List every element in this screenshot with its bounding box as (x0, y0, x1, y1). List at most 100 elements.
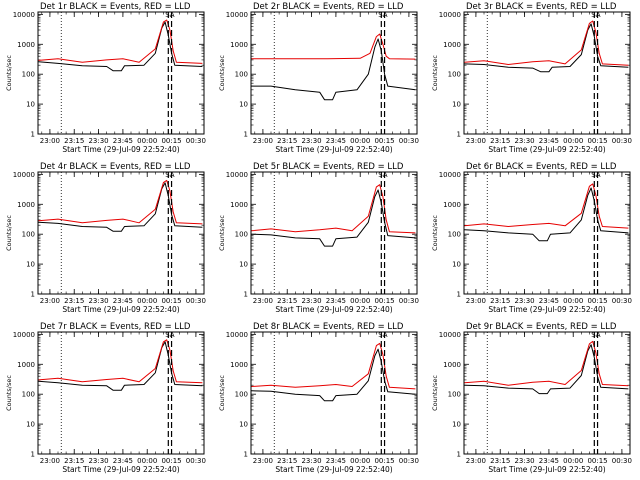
detector-chart-2: Det 2r BLACK = Events, RED = LLD 1 10 100 10… (213, 0, 426, 160)
events-series-line (251, 348, 416, 402)
x-tick-label: 00:30 (186, 457, 206, 465)
y-axis-label: Counts/sec (218, 55, 226, 91)
x-tick-label: 00:00 (137, 137, 157, 145)
y-tick-label: 10000 (439, 171, 461, 179)
y-tick-label: 1000 (17, 201, 35, 209)
saa-marker-label: SA (378, 331, 388, 339)
y-tick-label: 1000 (443, 41, 461, 49)
saa-marker-label: SA (591, 171, 601, 179)
y-tick-label: 100 (448, 391, 461, 399)
x-tick-label: 23:30 (88, 457, 108, 465)
detector-chart-9: Det 9r BLACK = Events, RED = LLD 1 10 100 10… (426, 320, 639, 480)
x-tick-label: 23:30 (301, 297, 321, 305)
y-tick-label: 10 (26, 421, 35, 429)
y-tick-label: 10000 (226, 171, 248, 179)
y-tick-label: 10 (26, 101, 35, 109)
x-tick-label: 23:45 (326, 137, 346, 145)
x-tick-label: 00:30 (612, 457, 632, 465)
y-axis-label: Counts/sec (5, 55, 13, 91)
y-tick-label: 1000 (230, 41, 248, 49)
chart-title: Det 5r BLACK = Events, RED = LLD (253, 162, 404, 172)
chart-svg: Det 8r BLACK = Events, RED = LLD 1 10 100 10… (218, 322, 419, 474)
detector-chart-3: Det 3r BLACK = Events, RED = LLD 1 10 100 10… (426, 0, 639, 160)
y-tick-label: 1 (457, 291, 461, 299)
x-axis-label: Start Time (29-Jul-09 22:52:40) (62, 305, 179, 314)
plot-frame (250, 11, 418, 135)
events-series-line (251, 38, 416, 101)
x-tick-label: 00:30 (186, 297, 206, 305)
x-tick-label: 00:30 (399, 297, 419, 305)
y-tick-label: 1000 (230, 361, 248, 369)
y-tick-label: 10000 (13, 11, 35, 19)
y-tick-label: 10 (239, 421, 248, 429)
x-tick-label: 23:15 (490, 457, 510, 465)
plot-frame (37, 171, 205, 295)
y-tick-label: 10 (26, 261, 35, 269)
plot-frame (250, 331, 418, 455)
y-tick-label: 10000 (226, 331, 248, 339)
chart-title: Det 7r BLACK = Events, RED = LLD (40, 322, 191, 332)
detector-chart-5: Det 5r BLACK = Events, RED = LLD 1 10 100 10… (213, 160, 426, 320)
x-tick-label: 23:45 (539, 457, 559, 465)
x-tick-label: 23:15 (277, 457, 297, 465)
chart-svg: Det 9r BLACK = Events, RED = LLD 1 10 100 10… (431, 322, 632, 474)
saa-marker-label: SA (378, 171, 388, 179)
x-tick-label: 23:00 (40, 137, 60, 145)
y-axis-label: Counts/sec (5, 375, 13, 411)
y-tick-label: 10000 (439, 331, 461, 339)
chart-svg: Det 3r BLACK = Events, RED = LLD 1 10 100 10… (431, 2, 632, 154)
detector-chart-7: Det 7r BLACK = Events, RED = LLD 1 10 100 10… (0, 320, 213, 480)
chart-svg: Det 7r BLACK = Events, RED = LLD 1 10 100 10… (5, 322, 206, 474)
x-tick-label: 00:15 (161, 457, 181, 465)
x-tick-label: 23:30 (514, 297, 534, 305)
events-series-line (251, 189, 416, 247)
y-tick-label: 1 (31, 291, 35, 299)
x-tick-label: 00:30 (399, 137, 419, 145)
y-tick-label: 100 (448, 231, 461, 239)
x-tick-label: 00:15 (161, 137, 181, 145)
x-tick-label: 23:00 (40, 457, 60, 465)
x-tick-label: 00:15 (161, 297, 181, 305)
y-tick-label: 10000 (13, 171, 35, 179)
y-tick-label: 1 (31, 131, 35, 139)
saa-marker-label: SA (591, 331, 601, 339)
lld-series-line (464, 183, 629, 229)
y-tick-label: 10000 (226, 11, 248, 19)
x-axis-label: Start Time (29-Jul-09 22:52:40) (62, 465, 179, 474)
x-tick-label: 23:45 (113, 457, 133, 465)
x-tick-label: 23:30 (514, 457, 534, 465)
y-axis-label: Counts/sec (431, 55, 439, 91)
x-tick-label: 00:00 (350, 137, 370, 145)
y-tick-label: 10 (452, 101, 461, 109)
detector-chart-6: Det 6r BLACK = Events, RED = LLD 1 10 100 10… (426, 160, 639, 320)
lld-series-line (251, 184, 416, 234)
y-axis-label: Counts/sec (218, 375, 226, 411)
chart-svg: Det 4r BLACK = Events, RED = LLD 1 10 100 10… (5, 162, 206, 314)
y-tick-label: 100 (235, 231, 248, 239)
x-tick-label: 23:15 (490, 297, 510, 305)
lld-series-line (251, 342, 416, 390)
x-tick-label: 23:00 (253, 457, 273, 465)
chart-title: Det 3r BLACK = Events, RED = LLD (466, 2, 617, 12)
x-tick-label: 23:45 (113, 137, 133, 145)
x-axis-label: Start Time (29-Jul-09 22:52:40) (488, 465, 605, 474)
plot-frame (463, 331, 631, 455)
y-tick-label: 1000 (230, 201, 248, 209)
y-axis-label: Counts/sec (431, 375, 439, 411)
x-tick-label: 23:15 (277, 137, 297, 145)
x-tick-label: 23:45 (113, 297, 133, 305)
x-axis-label: Start Time (29-Jul-09 22:52:40) (62, 145, 179, 154)
chart-title: Det 9r BLACK = Events, RED = LLD (466, 322, 617, 332)
x-tick-label: 00:00 (563, 137, 583, 145)
lld-series-line (464, 340, 629, 387)
events-series-line (38, 21, 203, 72)
plot-frame (250, 171, 418, 295)
y-tick-label: 1 (457, 451, 461, 459)
x-tick-label: 23:30 (514, 137, 534, 145)
x-tick-label: 23:00 (466, 457, 486, 465)
y-axis-label: Counts/sec (431, 215, 439, 251)
saa-marker-label: SA (378, 11, 388, 19)
chart-svg: Det 1r BLACK = Events, RED = LLD 1 10 100 10… (5, 2, 206, 154)
x-tick-label: 23:00 (253, 137, 273, 145)
